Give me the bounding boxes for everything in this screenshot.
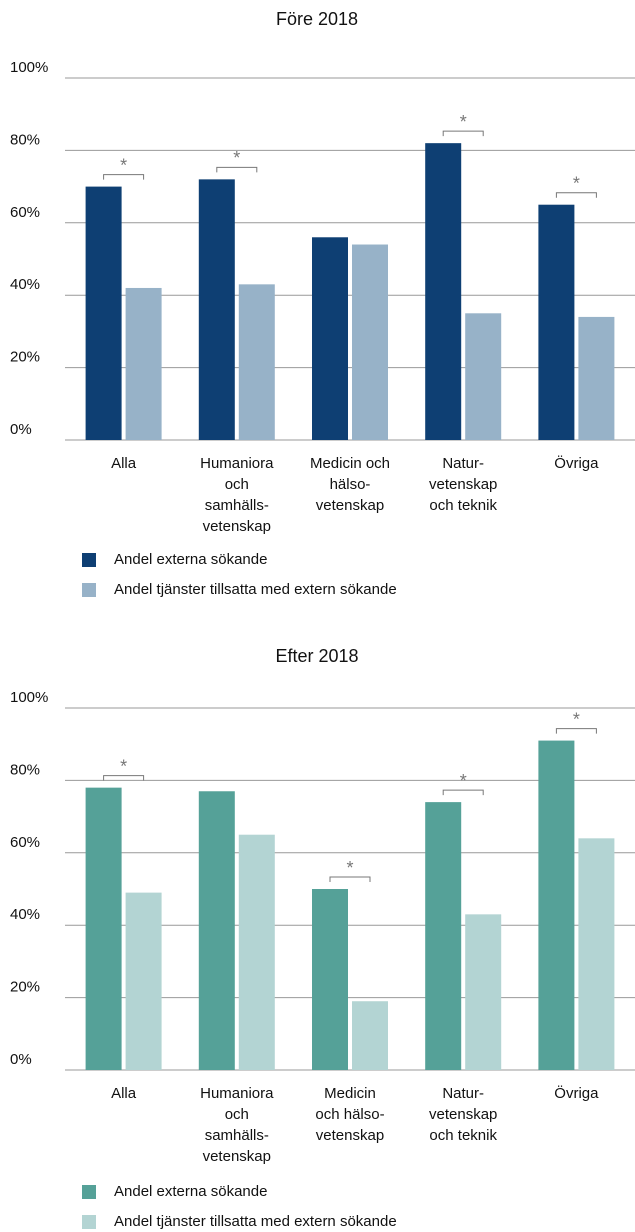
x-tick-label: Övriga	[554, 1084, 599, 1102]
bar	[85, 787, 122, 1070]
y-tick-label: 100%	[10, 59, 48, 76]
bar	[312, 237, 348, 440]
bar	[198, 179, 235, 441]
significance-mark: *	[233, 148, 240, 168]
y-tick-label: 100%	[10, 689, 48, 706]
x-tick-label: samhälls-	[205, 497, 269, 514]
x-tick-label: Övriga	[554, 454, 599, 472]
x-tick-label: vetenskap	[429, 476, 497, 493]
legend-swatch	[82, 1185, 96, 1199]
y-tick-label: 20%	[10, 349, 40, 366]
bar	[465, 313, 502, 440]
y-tick-label: 60%	[10, 834, 40, 851]
x-tick-label: Humaniora	[200, 455, 274, 472]
significance-mark: *	[120, 155, 127, 175]
y-tick-label: 40%	[10, 906, 40, 923]
x-tick-label: Medicin och	[310, 455, 390, 472]
bar	[465, 914, 502, 1070]
x-tick-label: Alla	[111, 1085, 137, 1102]
significance-mark: *	[120, 756, 127, 776]
legend-label: Andel tjänster tillsatta med extern söka…	[114, 581, 397, 598]
x-tick-label: Humaniora	[200, 1085, 274, 1102]
x-tick-label: vetenskap	[316, 497, 384, 514]
y-tick-label: 60%	[10, 204, 40, 221]
x-tick-label: vetenskap	[203, 1148, 271, 1165]
significance-bracket	[442, 130, 484, 137]
bar	[238, 284, 275, 440]
significance-bracket	[329, 876, 371, 882]
bar	[538, 204, 575, 440]
bar	[425, 802, 462, 1070]
x-tick-label: och teknik	[429, 497, 497, 514]
significance-mark: *	[346, 858, 353, 878]
x-tick-label: och	[225, 476, 249, 493]
bar	[125, 287, 162, 440]
bar	[198, 791, 235, 1070]
significance-bracket	[555, 192, 597, 198]
significance-bracket	[442, 789, 484, 796]
y-tick-label: 0%	[10, 421, 32, 438]
x-tick-label: samhälls-	[205, 1127, 269, 1144]
significance-bracket	[103, 174, 145, 180]
y-tick-label: 80%	[10, 131, 40, 148]
y-tick-label: 0%	[10, 1051, 32, 1068]
x-tick-label: och	[225, 1106, 249, 1123]
legend-swatch	[82, 1215, 96, 1229]
legend-label: Andel externa sökande	[114, 551, 267, 568]
significance-bracket	[103, 775, 145, 781]
x-tick-label: och teknik	[429, 1127, 497, 1144]
y-tick-label: 20%	[10, 979, 40, 996]
legend-label: Andel tjänster tillsatta med extern söka…	[114, 1213, 397, 1230]
bar	[125, 892, 162, 1070]
significance-mark: *	[573, 709, 580, 729]
x-tick-label: Natur-	[442, 455, 484, 472]
chart-title: Före 2018	[276, 9, 358, 29]
y-tick-label: 80%	[10, 761, 40, 778]
x-tick-label: Natur-	[442, 1085, 484, 1102]
bar	[352, 244, 388, 440]
chart-title: Efter 2018	[275, 646, 358, 666]
x-tick-label: Alla	[111, 455, 137, 472]
legend-label: Andel externa sökande	[114, 1183, 267, 1200]
significance-bracket	[216, 166, 258, 173]
legend-swatch	[82, 553, 96, 567]
x-tick-label: hälso-	[330, 476, 371, 493]
x-tick-label: vetenskap	[429, 1106, 497, 1123]
significance-bracket	[555, 728, 597, 734]
x-tick-label: vetenskap	[316, 1127, 384, 1144]
significance-mark: *	[460, 771, 467, 791]
significance-mark: *	[460, 112, 467, 132]
significance-mark: *	[573, 173, 580, 193]
x-tick-label: och hälso-	[315, 1106, 384, 1123]
bar	[578, 838, 615, 1070]
x-tick-label: Medicin	[324, 1085, 376, 1102]
bar	[312, 889, 348, 1070]
bar	[538, 740, 575, 1070]
bar	[352, 1001, 388, 1070]
bar	[85, 186, 122, 440]
legend-swatch	[82, 583, 96, 597]
bar	[578, 316, 615, 440]
bar	[425, 143, 462, 440]
bar	[238, 834, 275, 1070]
y-tick-label: 40%	[10, 276, 40, 293]
x-tick-label: vetenskap	[203, 518, 271, 535]
